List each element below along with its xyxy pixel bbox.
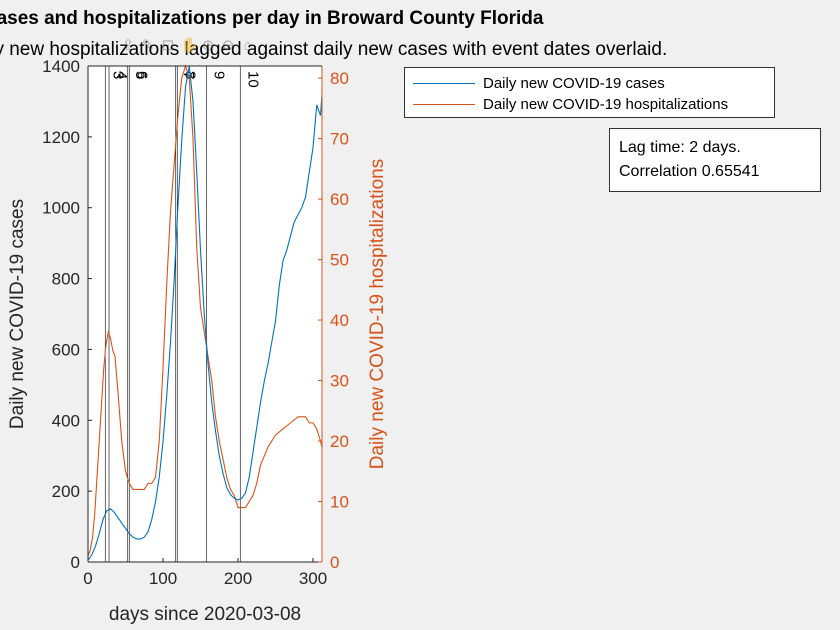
event-label-4: 4 bbox=[113, 71, 130, 79]
y-left-tick-label-0: 0 bbox=[71, 553, 80, 572]
y-left-tick-label-1400: 1400 bbox=[42, 57, 80, 76]
datatip-icon[interactable]: ⊡ bbox=[161, 37, 175, 54]
y-right-tick-label-50: 50 bbox=[330, 251, 349, 270]
x-tick-label-200: 200 bbox=[224, 569, 252, 588]
chart-title: cases and hospitalizations per day in Br… bbox=[0, 8, 544, 29]
y-left-tick-label-200: 200 bbox=[52, 482, 80, 501]
y-right-tick-label-60: 60 bbox=[330, 190, 349, 209]
zoom-in-icon[interactable]: ⊕ bbox=[201, 37, 215, 54]
y-right-tick-label-30: 30 bbox=[330, 372, 349, 391]
legend-swatch-cases bbox=[413, 83, 475, 84]
legend-entry-hospitalizations: Daily new COVID-19 hospitalizations bbox=[413, 96, 728, 113]
pan-icon[interactable]: ✋ bbox=[180, 37, 199, 54]
export-icon[interactable]: ⇪ bbox=[121, 37, 135, 54]
y-left-tick-label-1200: 1200 bbox=[42, 128, 80, 147]
x-axis-label: days since 2020-03-08 bbox=[109, 604, 301, 625]
brush-icon[interactable]: ✎ bbox=[141, 37, 155, 54]
y-left-tick-label-800: 800 bbox=[52, 270, 80, 289]
y-right-tick-label-20: 20 bbox=[330, 432, 349, 451]
series-line-cases bbox=[87, 65, 323, 561]
event-label-3: 3 bbox=[109, 71, 126, 79]
y-axis-left-label: Daily new COVID-19 cases bbox=[7, 199, 28, 429]
x-tick-label-0: 0 bbox=[83, 569, 92, 588]
event-label-5: 5 bbox=[132, 71, 149, 79]
y-left-tick-label-400: 400 bbox=[52, 411, 80, 430]
zoom-out-icon[interactable]: ⊖ bbox=[221, 37, 235, 54]
y-left-tick-label-1000: 1000 bbox=[42, 199, 80, 218]
stats-annotation: Lag time: 2 days. Correlation 0.65541 bbox=[609, 128, 821, 192]
y-axis-right-label: Daily new COVID-19 hospitalizations bbox=[367, 159, 388, 469]
legend[interactable]: Daily new COVID-19 cases Daily new COVID… bbox=[404, 67, 775, 118]
y-right-tick-label-10: 10 bbox=[330, 493, 349, 512]
axes-toolbar[interactable]: ⇪ ✎ ⊡ ✋ ⊕ ⊖ ⌂ bbox=[120, 38, 256, 54]
legend-label-hospitalizations: Daily new COVID-19 hospitalizations bbox=[483, 96, 729, 113]
legend-entry-cases: Daily new COVID-19 cases bbox=[413, 75, 665, 92]
home-icon[interactable]: ⌂ bbox=[243, 37, 253, 54]
chart-subtitle: ily new hospitalizations lagged against … bbox=[0, 39, 668, 60]
legend-label-cases: Daily new COVID-19 cases bbox=[483, 75, 665, 92]
x-tick-label-100: 100 bbox=[149, 569, 177, 588]
correlation-text: Correlation 0.65541 bbox=[619, 163, 760, 180]
x-tick-label-300: 300 bbox=[299, 569, 327, 588]
y-right-tick-label-80: 80 bbox=[330, 69, 349, 88]
event-label-9: 9 bbox=[211, 71, 228, 79]
y-left-tick-label-600: 600 bbox=[52, 340, 80, 359]
y-right-tick-label-40: 40 bbox=[330, 311, 349, 330]
event-label-6: 6 bbox=[133, 71, 150, 79]
y-right-tick-label-0: 0 bbox=[330, 553, 339, 572]
plot-area bbox=[88, 66, 322, 562]
legend-swatch-hospitalizations bbox=[413, 104, 475, 105]
lag-time-text: Lag time: 2 days. bbox=[619, 139, 741, 156]
event-label-10: 10 bbox=[244, 71, 261, 88]
y-right-tick-label-70: 70 bbox=[330, 130, 349, 149]
